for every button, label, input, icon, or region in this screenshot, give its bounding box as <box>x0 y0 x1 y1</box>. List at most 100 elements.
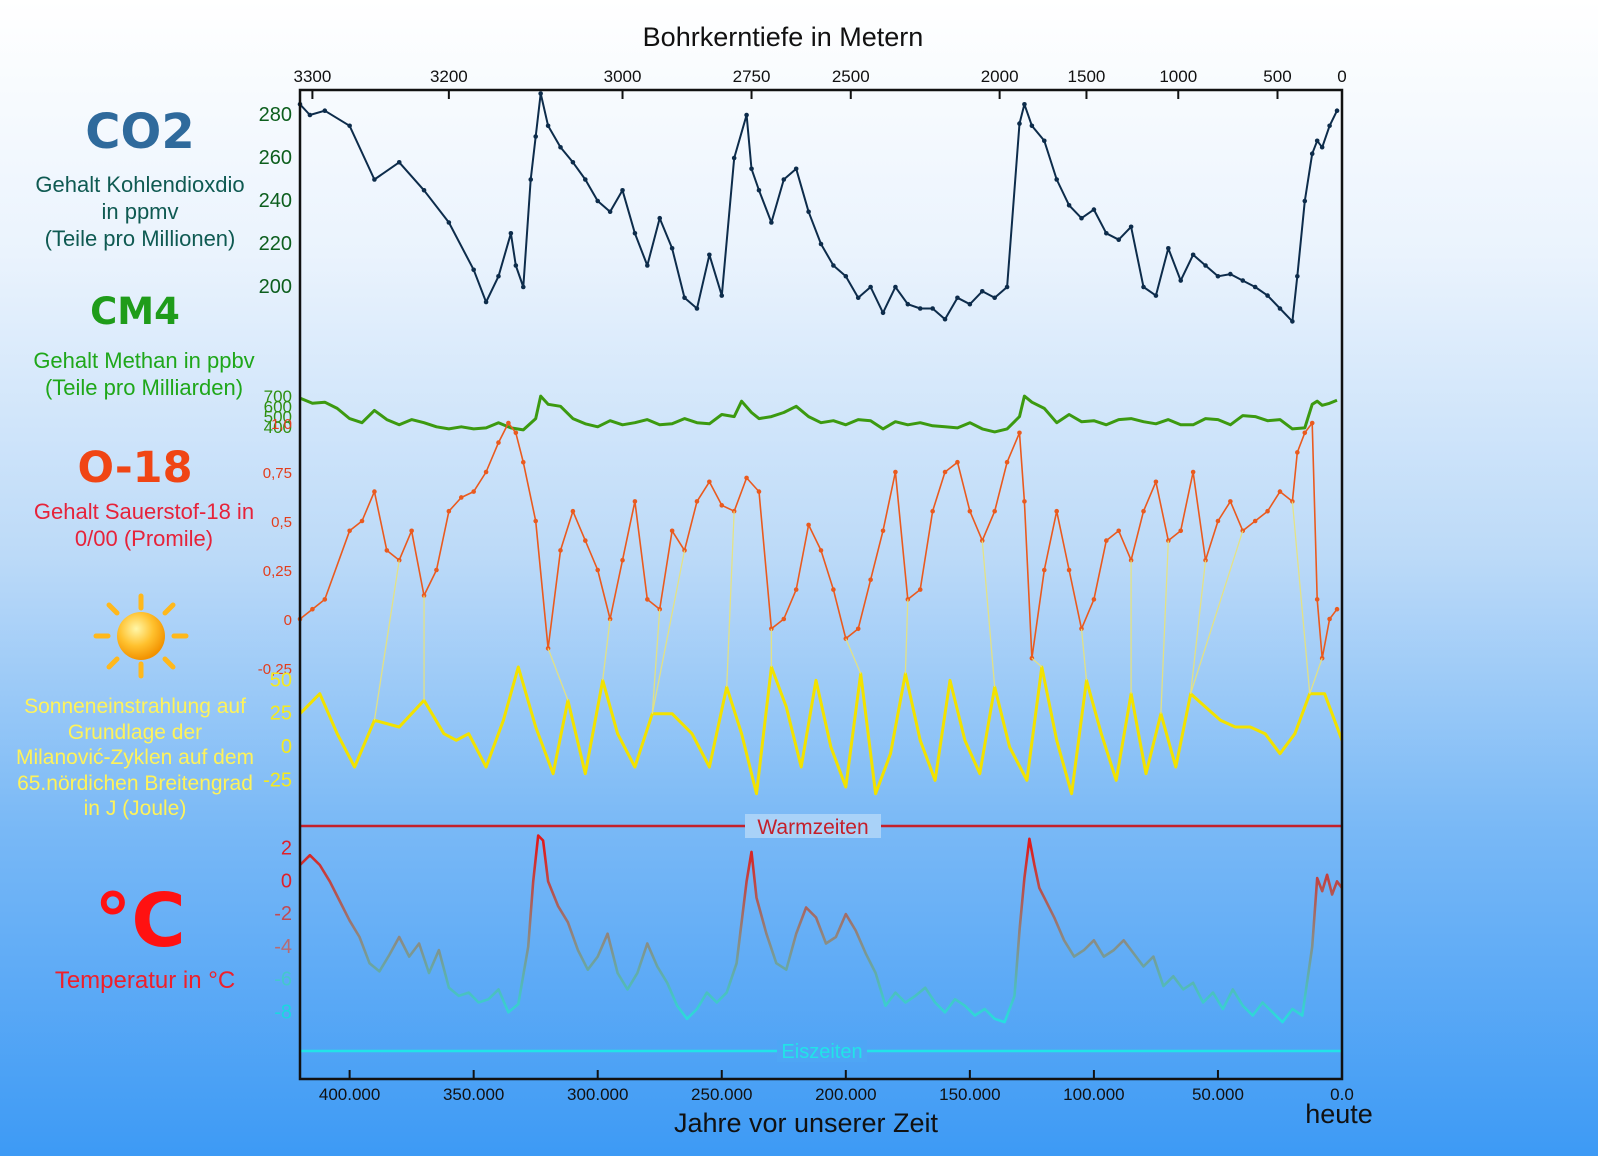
data-point <box>496 440 501 445</box>
temp-symbol: °C <box>94 878 186 964</box>
top-tick-label: 3200 <box>430 67 468 86</box>
data-point <box>955 295 960 301</box>
x-tick-label: 100.000 <box>1063 1085 1124 1104</box>
data-point <box>992 508 997 514</box>
data-point <box>632 499 638 504</box>
o18-insolation-connector <box>1160 540 1169 714</box>
data-point <box>471 489 476 494</box>
x-tick-label: 250.000 <box>691 1085 752 1104</box>
data-point <box>1004 284 1010 290</box>
y-tick-label-o-18: -0,25 <box>258 661 292 678</box>
ch4-symbol: CM4 <box>90 290 180 333</box>
data-point <box>793 166 799 172</box>
x-tick-label: 50.000 <box>1192 1085 1244 1104</box>
o18-insolation-connector <box>1031 657 1043 668</box>
data-point <box>570 508 576 514</box>
series-line-co2 <box>299 92 1338 323</box>
data-point <box>1203 263 1208 268</box>
data-point <box>719 503 725 508</box>
plot-frame <box>298 88 1344 1081</box>
data-point <box>372 177 377 182</box>
data-point <box>384 548 390 553</box>
warmzeiten-label: Warmzeiten <box>757 816 868 839</box>
data-point <box>359 518 365 524</box>
data-point <box>868 284 873 290</box>
data-point <box>1265 293 1270 298</box>
top-tick-label: 1000 <box>1159 67 1197 86</box>
data-point <box>669 246 675 251</box>
data-point <box>818 548 824 553</box>
data-point <box>1041 138 1047 144</box>
y-tick-label-co2: 200 <box>259 276 292 298</box>
data-point <box>607 209 613 215</box>
o18-insolation-connector <box>651 550 686 714</box>
data-point <box>880 528 886 534</box>
data-point <box>1215 273 1221 279</box>
top-tick-label: 1500 <box>1068 67 1106 86</box>
top-axis-ticks: 3300 3200 3000 2750 2500 2000 1500 1000 500 0 <box>293 67 1347 99</box>
data-point <box>434 567 439 573</box>
data-point <box>905 301 911 307</box>
co2-description: Gehalt Kohlendioxdio in ppmv (Teile pro Mi… <box>35 172 245 251</box>
data-point <box>1215 518 1221 524</box>
o18-insolation-connector <box>845 638 862 674</box>
data-point <box>1309 151 1315 156</box>
y-tick-label-ch4: 600 <box>264 397 292 416</box>
top-tick-label: 2500 <box>832 67 870 86</box>
data-point <box>657 215 663 221</box>
top-tick-label: 0 <box>1337 67 1346 86</box>
data-point <box>955 459 960 465</box>
data-point <box>1252 518 1258 524</box>
data-point <box>731 155 737 161</box>
data-point <box>707 479 712 485</box>
data-point <box>1190 252 1196 258</box>
y-tick-label-temperatur: -2 <box>274 903 292 925</box>
data-point <box>1295 273 1300 279</box>
data-point <box>793 587 799 592</box>
data-point <box>1054 508 1059 514</box>
eiszeiten-label: Eiszeiten <box>781 1041 862 1063</box>
y-tick-label-ch4: 400 <box>264 418 292 437</box>
data-point <box>538 91 543 96</box>
data-point <box>421 187 427 193</box>
data-point <box>855 295 861 301</box>
data-point <box>645 597 650 602</box>
data-point <box>1066 567 1072 573</box>
o18-description: Gehalt Sauerstof-18 in 0/00 (Promile) <box>33 499 255 551</box>
data-point <box>1091 207 1097 212</box>
data-point <box>620 557 625 563</box>
y-tick-label-temperatur: -8 <box>274 1001 292 1023</box>
data-point <box>1309 420 1315 426</box>
y-tick-label-o-18: 0 <box>284 612 292 629</box>
data-point <box>645 263 650 268</box>
y-tick-label-temperatur: -4 <box>274 936 292 958</box>
warmzeiten-label-bg <box>745 814 881 838</box>
data-point <box>694 306 700 311</box>
x-tick-label: 300.000 <box>567 1085 628 1104</box>
data-point <box>570 160 576 165</box>
data-point <box>744 112 749 118</box>
ch4-description: Gehalt Methan in ppbv (Teile pro Milliard… <box>33 348 255 400</box>
co2-symbol: CO2 <box>85 104 195 160</box>
data-point <box>595 567 601 573</box>
data-point <box>533 518 538 524</box>
sun-description: Sonneneinstrahlung auf Grundlage der Milan… <box>15 695 255 821</box>
data-point <box>1178 278 1184 283</box>
data-point <box>1017 121 1022 126</box>
data-point <box>831 263 836 268</box>
data-point <box>583 538 588 543</box>
data-point <box>496 273 501 279</box>
data-point <box>1116 237 1122 242</box>
data-point <box>756 489 762 494</box>
o18-insolation-connector <box>1080 628 1088 681</box>
data-point <box>744 475 749 481</box>
y-tick-label-sonneneinstrahlung: -25 <box>263 769 292 791</box>
data-point <box>1104 538 1109 543</box>
data-point <box>513 430 519 436</box>
x-tick-label: 150.000 <box>939 1085 1000 1104</box>
y-tick-label-temperatur: -6 <box>274 969 292 991</box>
o18-insolation-connector <box>1190 560 1207 694</box>
x-tick-label: 400.000 <box>319 1085 380 1104</box>
data-point <box>583 177 588 182</box>
o18-insolation-connector <box>726 511 735 688</box>
